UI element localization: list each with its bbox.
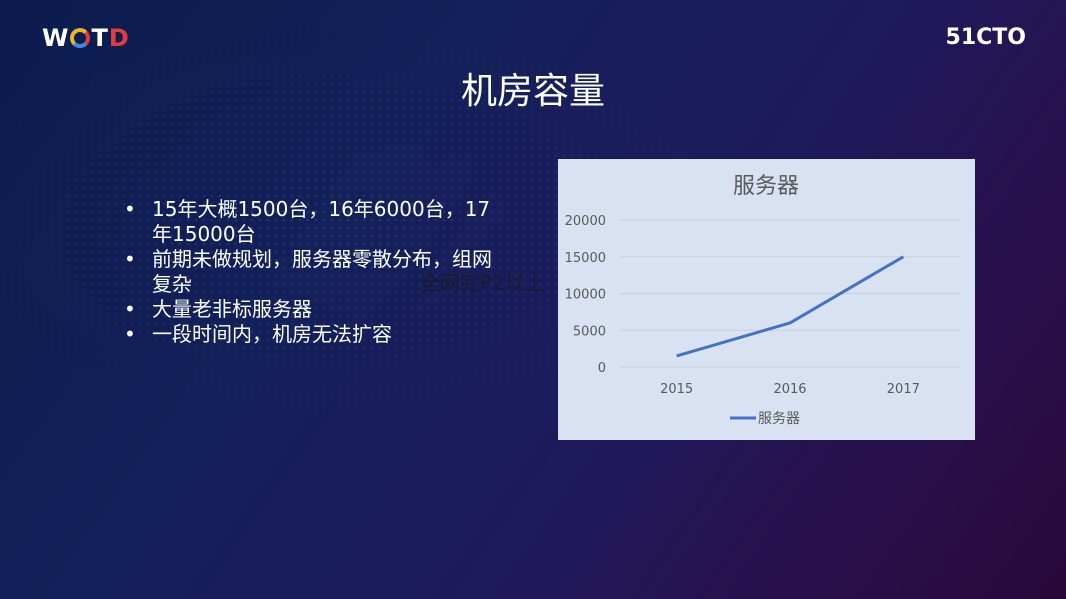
bullet-item: 大量老非标服务器 bbox=[124, 297, 504, 322]
logo-letter: W bbox=[42, 24, 70, 52]
chart-panel: 服务器 0 5000 10000 15000 20000 2015 2016 2017 服务… bbox=[558, 159, 975, 440]
overlay-text: 全网完P2以上 bbox=[420, 271, 545, 295]
series-line bbox=[676, 255, 905, 358]
bullet-list: 15年大概1500台，16年6000台，17年15000台 前期未做规划，服务器… bbox=[124, 197, 504, 347]
x-tick-label: 2016 bbox=[773, 382, 806, 397]
x-tick-label: 2015 bbox=[660, 382, 693, 397]
x-axis: 2015 2016 2017 bbox=[660, 382, 920, 397]
logo-ring-icon bbox=[70, 28, 91, 48]
logo-letter: D bbox=[108, 24, 130, 52]
chart-legend: 服务器 bbox=[730, 411, 800, 427]
chart-series bbox=[676, 255, 905, 358]
bullet-item: 前期未做规划，服务器零散分布，组网复杂 bbox=[124, 247, 504, 297]
y-tick-label: 5000 bbox=[573, 324, 606, 339]
chart-gridlines bbox=[620, 219, 960, 368]
slide-title: 机房容量 bbox=[460, 71, 605, 112]
y-tick-label: 0 bbox=[598, 361, 606, 376]
x-tick-label: 2017 bbox=[887, 382, 920, 397]
y-tick-label: 10000 bbox=[565, 288, 606, 303]
bullet-item: 15年大概1500台，16年6000台，17年15000台 bbox=[124, 197, 504, 247]
logo-letter: T bbox=[91, 24, 109, 52]
y-tick-label: 15000 bbox=[565, 251, 606, 266]
line-chart: 服务器 0 5000 10000 15000 20000 2015 2016 2017 服务… bbox=[565, 174, 960, 427]
chart-title: 服务器 bbox=[733, 174, 799, 199]
wotd-logo: W T D bbox=[42, 24, 130, 52]
legend-label: 服务器 bbox=[758, 411, 800, 427]
51cto-logo: 51CTO bbox=[945, 25, 1026, 50]
y-axis: 0 5000 10000 15000 20000 bbox=[565, 214, 606, 376]
bullet-item: 一段时间内，机房无法扩容 bbox=[124, 322, 504, 347]
y-tick-label: 20000 bbox=[565, 214, 606, 229]
